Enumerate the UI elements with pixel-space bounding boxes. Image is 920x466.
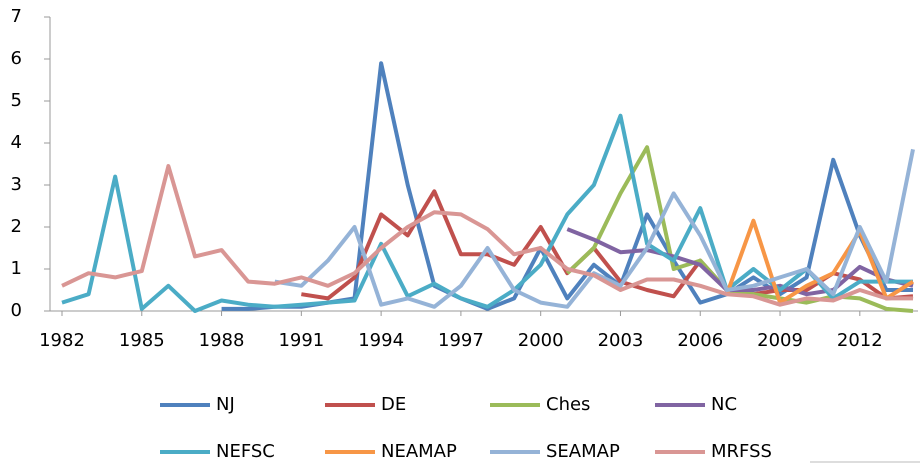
legend-label: MRFSS xyxy=(711,441,772,462)
legend-label: DE xyxy=(381,394,406,415)
y-tick-label: 7 xyxy=(11,6,22,27)
y-tick-label: 6 xyxy=(11,48,22,69)
x-tick-label: 1991 xyxy=(278,330,324,351)
series-line xyxy=(566,227,914,297)
x-tick-label: 2003 xyxy=(598,330,644,351)
y-tick-label: 3 xyxy=(11,174,22,195)
x-tick-label: 2000 xyxy=(518,330,564,351)
x-tick-label: 2009 xyxy=(757,330,803,351)
series-line xyxy=(61,164,913,307)
y-tick-label: 4 xyxy=(11,132,22,153)
legend-label: NC xyxy=(711,394,737,415)
x-tick-label: 1985 xyxy=(119,330,165,351)
x-tick-label: 1988 xyxy=(199,330,245,351)
x-tick-label: 2012 xyxy=(837,330,883,351)
y-tick-label: 0 xyxy=(11,300,22,321)
y-tick-label: 2 xyxy=(11,216,22,237)
series-line xyxy=(274,148,915,309)
y-tick-label: 5 xyxy=(11,90,22,111)
series-line xyxy=(565,145,914,313)
x-tick-label: 2006 xyxy=(677,330,723,351)
legend-label: NEFSC xyxy=(216,441,275,462)
y-tick-label: 1 xyxy=(11,258,22,279)
legend-label: Ches xyxy=(546,394,590,415)
x-tick-label: 1997 xyxy=(438,330,484,351)
legend-label: SEAMAP xyxy=(546,441,620,462)
x-tick-label: 1994 xyxy=(358,330,404,351)
x-tick-label: 1982 xyxy=(39,330,85,351)
series-line xyxy=(61,113,913,313)
legend-label: NEAMAP xyxy=(381,441,457,462)
legend-label: NJ xyxy=(216,394,235,415)
